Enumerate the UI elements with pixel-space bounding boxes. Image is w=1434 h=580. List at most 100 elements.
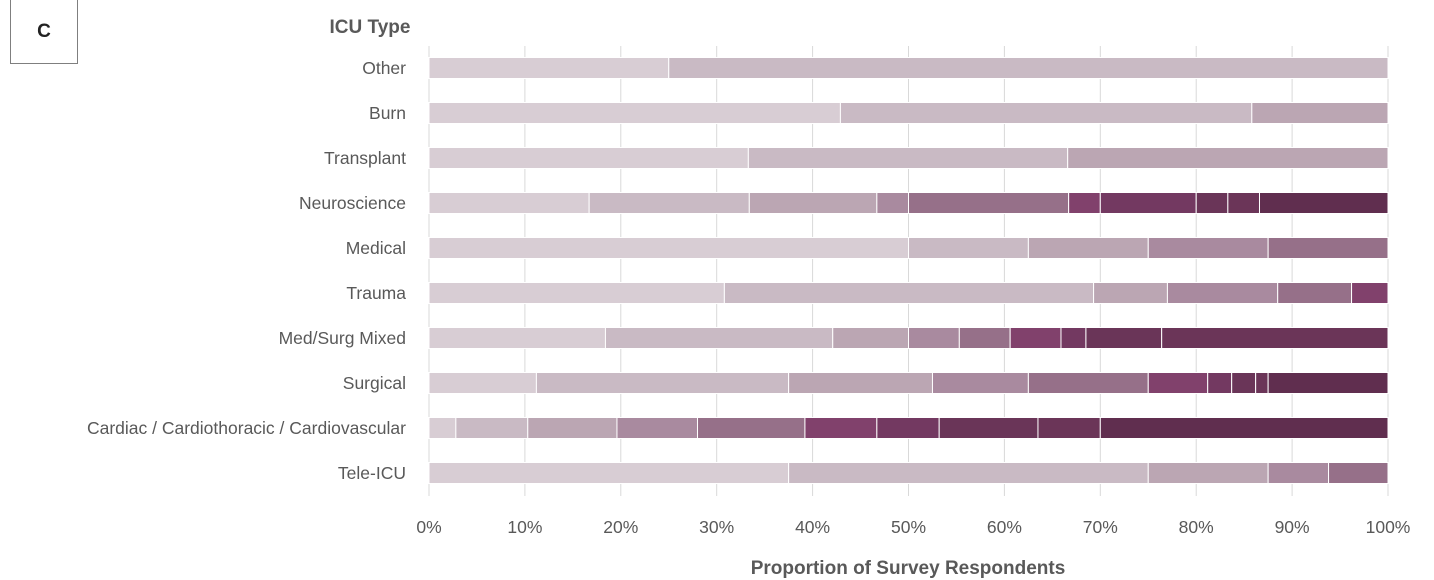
bar-segment xyxy=(1267,237,1389,259)
bar-segment xyxy=(1258,192,1389,214)
bar-row xyxy=(428,57,1389,79)
bar-row xyxy=(428,462,1389,484)
bar-segment xyxy=(1267,372,1389,394)
bar-segment xyxy=(604,327,834,349)
category-label: Other xyxy=(362,58,406,78)
bar-segment xyxy=(1147,462,1269,484)
bar-segment xyxy=(788,372,933,394)
category-label: Surgical xyxy=(343,373,406,393)
bar-segment xyxy=(428,327,606,349)
bar-segment xyxy=(1195,192,1229,214)
category-label: Cardiac / Cardiothoracic / Cardiovascula… xyxy=(87,418,406,438)
bar-segment xyxy=(938,417,1039,439)
bar-segment xyxy=(1251,102,1389,124)
x-tick-label: 10% xyxy=(507,517,542,537)
bar-segment xyxy=(958,327,1011,349)
bar-segment xyxy=(1267,462,1330,484)
bar-row xyxy=(428,102,1389,124)
x-tick-label: 50% xyxy=(891,517,926,537)
bar-segment xyxy=(1093,282,1168,304)
bar-segment xyxy=(428,192,590,214)
x-tick-label: 70% xyxy=(1083,517,1118,537)
bar-segment xyxy=(1009,327,1062,349)
x-tick-label: 60% xyxy=(987,517,1022,537)
x-tick-label: 100% xyxy=(1366,517,1411,537)
bar-segment xyxy=(1027,372,1149,394)
y-axis-title: ICU Type xyxy=(330,17,411,38)
bar-segment xyxy=(1351,282,1389,304)
category-label: Tele-ICU xyxy=(338,463,406,483)
bar-segment xyxy=(428,147,749,169)
bar-segment xyxy=(1099,192,1197,214)
bar-row xyxy=(428,327,1389,349)
category-label: Burn xyxy=(369,103,406,123)
category-label: Med/Surg Mixed xyxy=(279,328,406,348)
bar-segment xyxy=(1227,192,1260,214)
bar-segment xyxy=(723,282,1095,304)
bar-segment xyxy=(668,57,1389,79)
bar-row xyxy=(428,417,1389,439)
bar-segment xyxy=(1207,372,1233,394)
bar-segment xyxy=(832,327,910,349)
bar-segment xyxy=(455,417,529,439)
x-tick-label: 80% xyxy=(1179,517,1214,537)
bar-segment xyxy=(1067,147,1389,169)
bar-segment xyxy=(908,327,960,349)
bar-segment xyxy=(931,372,1029,394)
category-label: Transplant xyxy=(324,148,406,168)
bar-segment xyxy=(1147,237,1269,259)
bar-segment xyxy=(588,192,750,214)
bar-segment xyxy=(908,192,1070,214)
bar-row xyxy=(428,192,1389,214)
x-tick-label: 30% xyxy=(699,517,734,537)
category-label: Trauma xyxy=(346,283,406,303)
bar-row xyxy=(428,147,1389,169)
bar-segment xyxy=(1037,417,1101,439)
x-tick-label: 40% xyxy=(795,517,830,537)
bar-row xyxy=(428,282,1389,304)
x-tick-label: 0% xyxy=(416,517,441,537)
bar-segment xyxy=(428,102,841,124)
bar-segment xyxy=(876,417,940,439)
bar-segment xyxy=(1060,327,1087,349)
bar-segment xyxy=(527,417,618,439)
bar-segment xyxy=(428,417,457,439)
bar-segment xyxy=(788,462,1149,484)
x-tick-label: 20% xyxy=(603,517,638,537)
bar-segment xyxy=(1068,192,1101,214)
bar-segment xyxy=(428,57,670,79)
bar-segment xyxy=(1161,327,1389,349)
bar-segment xyxy=(1328,462,1389,484)
bar-segment xyxy=(747,147,1069,169)
panel-label: C xyxy=(10,0,78,64)
bar-segment xyxy=(1231,372,1257,394)
bar-row xyxy=(428,237,1389,259)
category-labels: Other Burn Transplant Neuroscience Medical Tr… xyxy=(87,58,406,483)
x-axis-title: Proportion of Survey Respondents xyxy=(751,558,1066,579)
x-tick-label: 90% xyxy=(1275,517,1310,537)
bar-segment xyxy=(1085,327,1163,349)
bar-row xyxy=(428,372,1389,394)
bars xyxy=(428,57,1389,484)
bar-segment xyxy=(1255,372,1269,394)
bar-segment xyxy=(1027,237,1149,259)
bar-segment xyxy=(697,417,806,439)
bar-segment xyxy=(839,102,1253,124)
bar-segment xyxy=(748,192,878,214)
bar-segment xyxy=(616,417,699,439)
bar-segment xyxy=(535,372,790,394)
bar-segment xyxy=(1277,282,1353,304)
bar-segment xyxy=(804,417,878,439)
category-label: Neuroscience xyxy=(299,193,406,213)
bar-segment xyxy=(1099,417,1389,439)
x-tick-labels: 0% 10% 20% 30% 40% 50% 60% 70% 80% 90% 100% xyxy=(416,517,1410,537)
bar-segment xyxy=(908,237,1029,259)
bar-segment xyxy=(876,192,910,214)
bar-segment xyxy=(1147,372,1209,394)
bar-segment xyxy=(1166,282,1279,304)
bar-segment xyxy=(428,237,909,259)
category-label: Medical xyxy=(346,238,406,258)
bar-segment xyxy=(428,372,537,394)
bar-segment xyxy=(428,462,790,484)
